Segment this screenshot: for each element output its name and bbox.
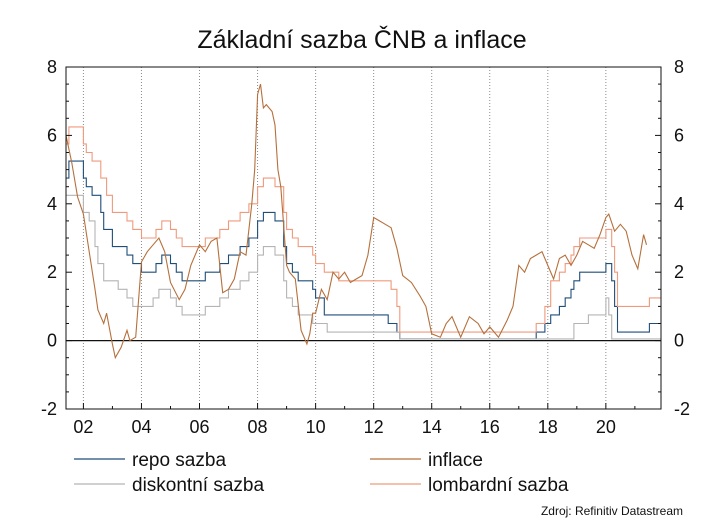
x-tick-label: 16 xyxy=(480,417,500,437)
source-note: Zdroj: Refinitiv Datastream xyxy=(541,504,683,518)
y-tick-label-left: 0 xyxy=(47,331,57,351)
axes xyxy=(65,66,662,410)
x-tick-label: 08 xyxy=(248,417,268,437)
x-tick-label: 18 xyxy=(538,417,558,437)
series-line-lombard xyxy=(66,126,661,333)
legend-label-inflace: inflace xyxy=(428,450,483,471)
x-tick-label: 10 xyxy=(306,417,326,437)
legend-label-diskont: diskontní sazba xyxy=(132,475,264,496)
x-tick-label: 20 xyxy=(596,417,616,437)
chart-title: Základní sazba ČNB a inflace xyxy=(197,25,526,54)
x-tick-label: 04 xyxy=(131,417,151,437)
series-line-diskont xyxy=(66,194,661,340)
y-tick-label-right: 4 xyxy=(674,194,684,214)
y-tick-label-right: 8 xyxy=(674,57,684,77)
legend: repo sazba diskontní sazba inflace lomba… xyxy=(74,450,569,496)
y-tick-label-left: 2 xyxy=(47,262,57,282)
legend-label-repo: repo sazba xyxy=(132,450,226,471)
x-tick-label: 02 xyxy=(73,417,93,437)
grid xyxy=(82,67,607,409)
y-tick-label-left: -2 xyxy=(41,399,57,419)
x-tick-label: 06 xyxy=(189,417,209,437)
y-tick-label-right: 0 xyxy=(674,331,684,351)
series-line-inflace xyxy=(65,83,648,360)
x-tick-label: 14 xyxy=(422,417,442,437)
legend-label-lombard: lombardní sazba xyxy=(428,475,569,496)
y-tick-label-left: 6 xyxy=(47,125,57,145)
y-tick-label-left: 8 xyxy=(47,57,57,77)
series-line-repo xyxy=(66,160,661,340)
y-tick-label-right: -2 xyxy=(674,399,690,419)
tick-labels: -2 -20 02 24 46 68 802 04 06 08 10 12 14 16 18 20 xyxy=(41,57,690,437)
y-tick-label-right: 6 xyxy=(674,125,684,145)
series-lines xyxy=(65,83,661,360)
y-tick-label-right: 2 xyxy=(674,262,684,282)
x-tick-label: 12 xyxy=(364,417,384,437)
y-tick-label-left: 4 xyxy=(47,194,57,214)
